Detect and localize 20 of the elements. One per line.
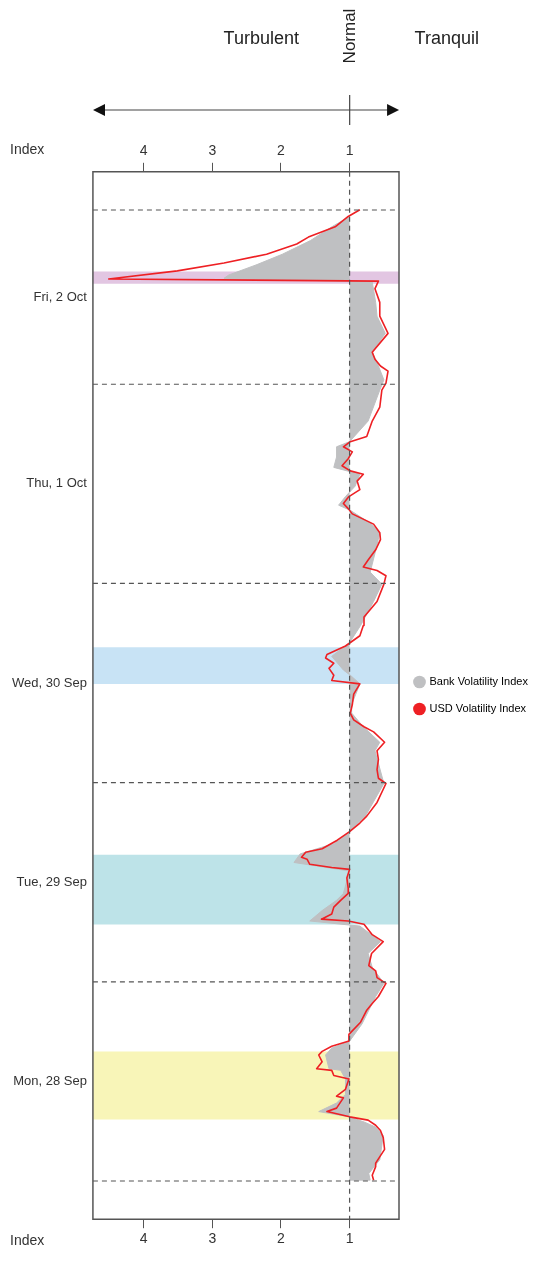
y-tick-label: Tue, 29 Sep (16, 873, 87, 889)
x2-tick-label: 4 (139, 142, 148, 159)
legend-label: Bank Volatility Index (429, 675, 529, 688)
x-tick-label: 3 (208, 1230, 217, 1247)
x-tick-label: 1 (345, 1230, 354, 1247)
text: Normal (339, 8, 360, 64)
x2-tick-label: 2 (277, 142, 286, 159)
text: Tranquil (414, 28, 479, 49)
x2-tick-label: 3 (208, 142, 217, 159)
legend-label: USD Volatility Index (429, 702, 527, 715)
x-axis-title: Index (10, 1232, 45, 1249)
text: Turbulent (223, 28, 299, 49)
x-tick-label: 2 (277, 1230, 286, 1247)
y-tick-label: Thu, 1 Oct (26, 475, 88, 491)
y-tick-label: Fri, 2 Oct (33, 288, 88, 304)
y-tick-label: Mon, 28 Sep (13, 1073, 87, 1089)
y-tick-label: Wed, 30 Sep (12, 674, 87, 690)
x2-tick-label: 1 (345, 142, 354, 159)
x-tick-label: 4 (139, 1230, 148, 1247)
x2-axis-title: Index (10, 140, 45, 157)
